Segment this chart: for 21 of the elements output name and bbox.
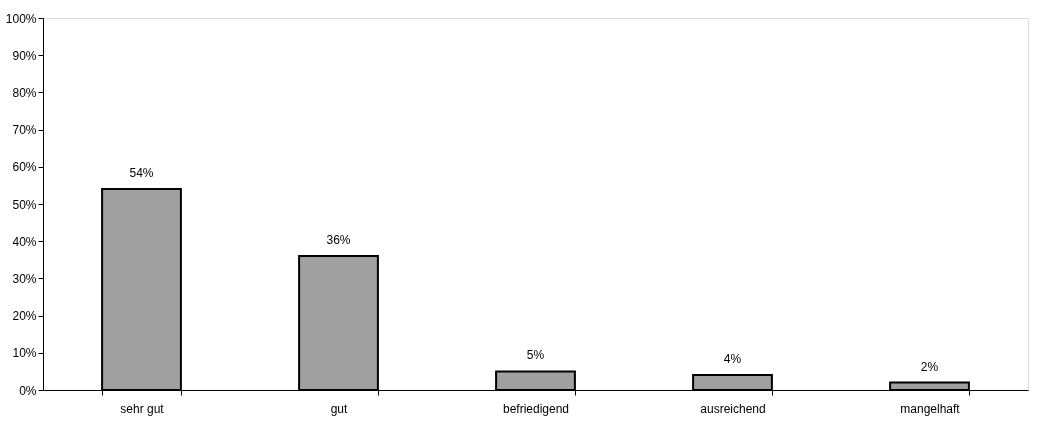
text: 36% xyxy=(326,233,351,248)
y-tick-label: 10% xyxy=(12,346,37,361)
y-tick-label: 90% xyxy=(12,48,37,63)
text: 4% xyxy=(723,352,742,367)
y-tick-label: 40% xyxy=(12,234,37,249)
y-tick-label: 0% xyxy=(19,383,37,398)
y-tick-label: 100% xyxy=(5,11,37,26)
y-tick-label: 20% xyxy=(12,309,37,324)
y-tick-label: 80% xyxy=(12,85,37,100)
text: 5% xyxy=(526,348,545,363)
x-tick-label: gut xyxy=(330,401,348,416)
x-tick-label: sehr gut xyxy=(120,401,165,416)
x-tick-label: ausreichend xyxy=(700,401,766,416)
y-tick-label: 50% xyxy=(12,197,37,212)
x-tick-label: mangelhaft xyxy=(900,401,961,416)
text: 54% xyxy=(129,166,154,181)
x-tick-label: befriedigend xyxy=(502,401,570,416)
y-tick-label: 30% xyxy=(12,271,37,286)
text: 2% xyxy=(920,359,939,374)
y-tick-label: 60% xyxy=(12,160,37,175)
y-tick-label: 70% xyxy=(12,123,37,138)
